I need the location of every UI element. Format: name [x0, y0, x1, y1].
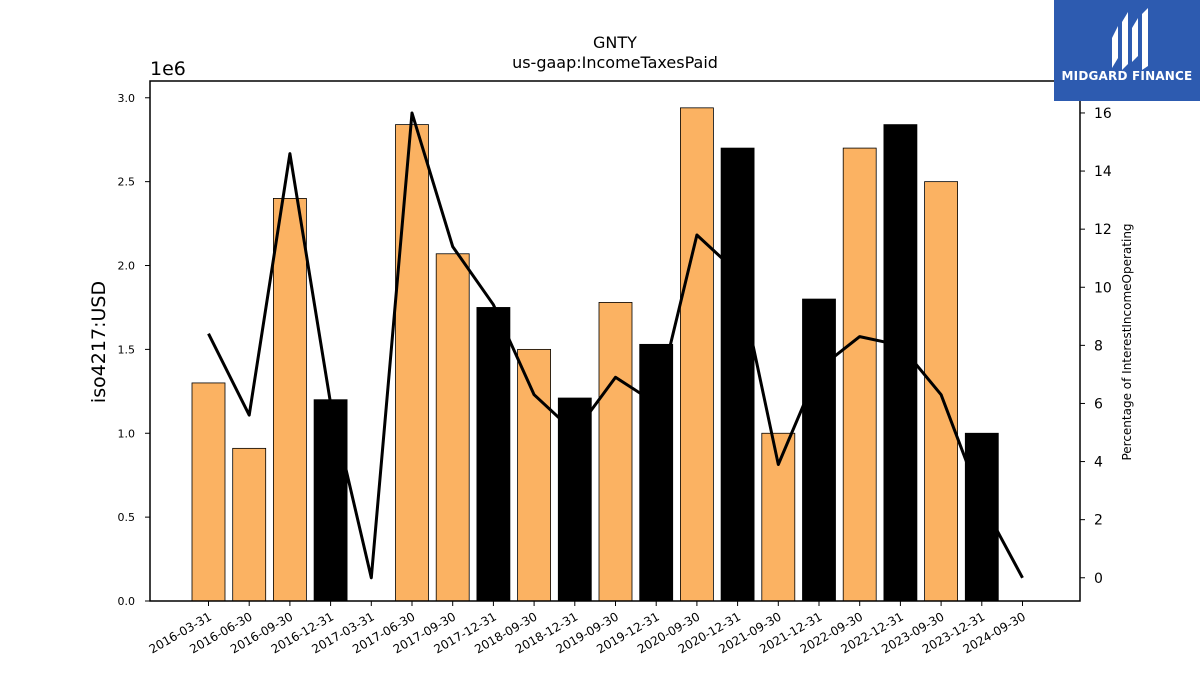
chart-subtitle: us-gaap:IncomeTaxesPaid: [512, 53, 718, 72]
y2-tick-label: 0: [1094, 571, 1103, 587]
bar-2019-12-31: [639, 343, 674, 602]
bar-2020-09-30: [680, 107, 714, 602]
y2-tick-label: 16: [1094, 106, 1112, 122]
y-tick-label: 1.0: [118, 427, 136, 440]
bar-2023-12-31: [964, 432, 999, 602]
midgard-finance-logo: MIDGARD FINANCE: [1054, 0, 1200, 101]
y-tick-label: 3.0: [118, 92, 136, 105]
bar-2021-12-31: [802, 298, 836, 602]
bars-layer: [191, 107, 999, 602]
y2-tick-label: 4: [1094, 455, 1103, 471]
y-tick-label: 0.0: [118, 595, 136, 608]
bar-2018-09-30: [517, 348, 551, 602]
bar-2023-09-30: [924, 181, 958, 602]
bar-2017-06-30: [395, 124, 429, 602]
y2-tick-label: 14: [1094, 164, 1112, 180]
bar-2019-09-30: [598, 302, 633, 602]
y-axis-label: iso4217:USD: [88, 281, 110, 403]
logo-mark-icon: [1112, 8, 1148, 70]
bar-2016-06-30: [232, 447, 267, 602]
bar-2017-09-30: [435, 253, 470, 602]
y-tick-label: 0.5: [118, 511, 136, 524]
y2-tick-label: 10: [1094, 280, 1112, 296]
logo-text: MIDGARD FINANCE: [1061, 69, 1193, 83]
bar-2016-09-30: [272, 198, 307, 602]
y2-axis-label: Percentage of InterestIncomeOperating: [1120, 223, 1134, 460]
y2-tick-label: 8: [1094, 338, 1103, 354]
bar-2018-12-31: [557, 397, 592, 602]
y-offset-label: 1e6: [150, 58, 186, 80]
bar-2022-12-31: [883, 124, 918, 602]
line-layer: [207, 111, 1024, 580]
y2-tick-label: 6: [1094, 396, 1103, 412]
y2-tick-label: 2: [1094, 513, 1103, 529]
bar-2016-03-31: [191, 382, 226, 602]
bar-2022-09-30: [842, 147, 877, 602]
bar-2016-12-31: [313, 399, 348, 602]
y-tick-label: 2.0: [118, 260, 136, 273]
y-tick-label: 2.5: [118, 176, 136, 189]
bar-2020-12-31: [720, 147, 755, 602]
chart-title: GNTY: [593, 33, 637, 52]
y-tick-label: 1.5: [118, 343, 136, 356]
bar-2017-12-31: [476, 307, 511, 602]
y2-tick-label: 12: [1094, 222, 1112, 238]
